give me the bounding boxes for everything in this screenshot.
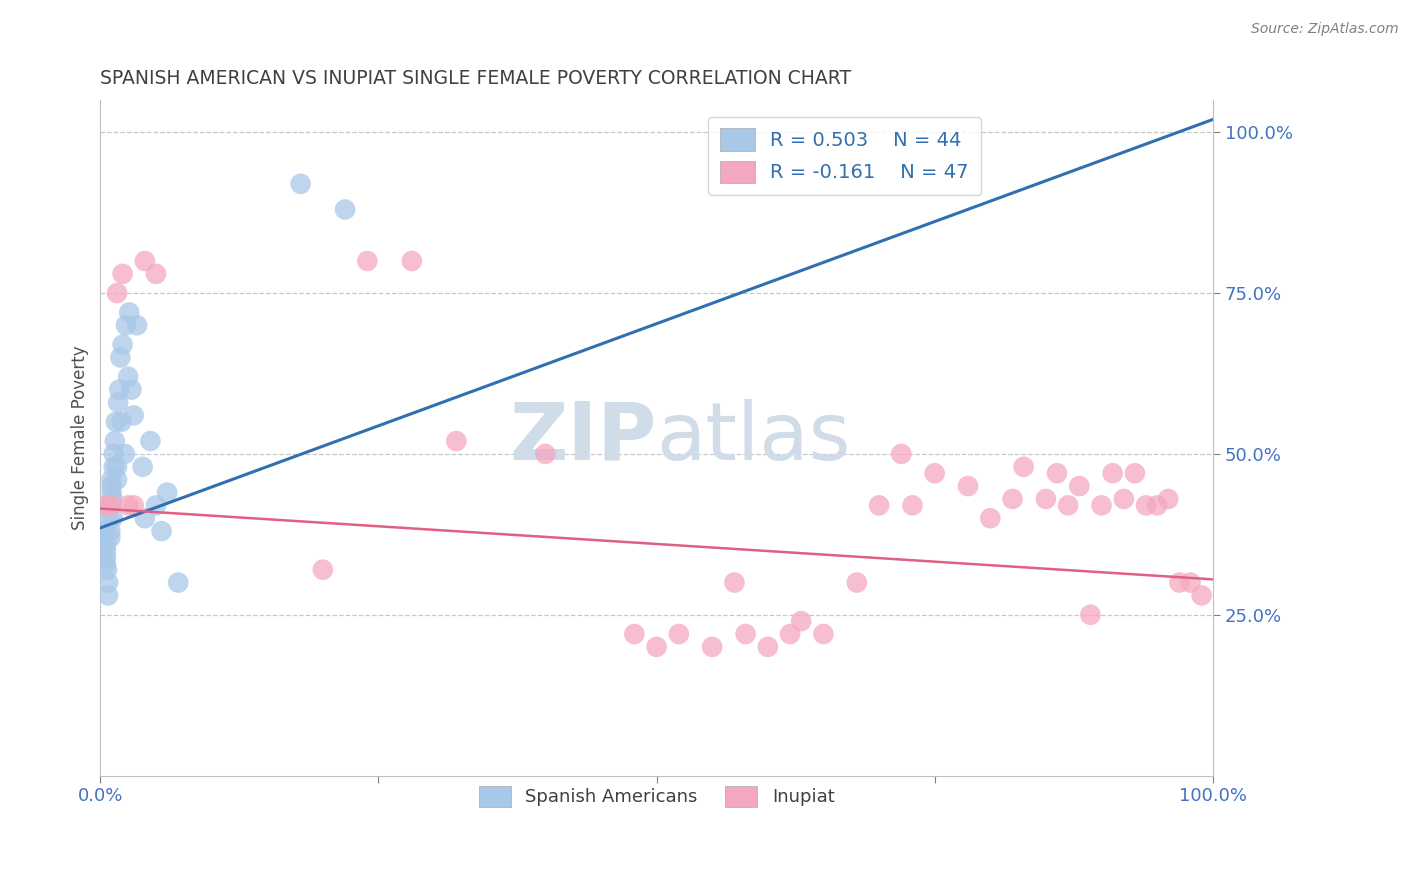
Point [1035,491,1057,506]
Point [107,395,129,409]
Point [98,499,121,513]
Point [1112,491,1135,506]
Point [668,627,690,641]
Point [104,415,127,429]
Point [101,511,124,525]
Point [131,459,153,474]
Text: Source: ZipAtlas.com: Source: ZipAtlas.com [1251,22,1399,37]
Point [98,511,121,525]
Text: SPANISH AMERICAN VS INUPIAT SINGLE FEMALE POVERTY CORRELATION CHART: SPANISH AMERICAN VS INUPIAT SINGLE FEMAL… [100,69,852,87]
Y-axis label: Single Female Poverty: Single Female Poverty [72,345,89,530]
Point [122,409,145,423]
Point [114,447,136,461]
Point [290,177,312,191]
Point [446,434,468,448]
Point [94,499,117,513]
Point [845,575,868,590]
Point [94,543,117,558]
Point [108,383,131,397]
Point [868,499,890,513]
Point [756,640,779,654]
Point [117,369,139,384]
Point [117,499,139,513]
Point [100,485,122,500]
Point [111,337,134,351]
Point [1123,467,1146,481]
Point [1101,467,1123,481]
Point [1157,491,1180,506]
Point [100,473,122,487]
Point [779,627,801,641]
Point [93,524,115,538]
Point [979,511,1001,525]
Point [111,267,134,281]
Point [890,447,912,461]
Point [97,589,120,603]
Point [1168,575,1191,590]
Point [1057,499,1080,513]
Point [813,627,835,641]
Point [105,459,128,474]
Point [110,415,132,429]
Point [1090,499,1112,513]
Point [94,549,117,564]
Point [1012,459,1035,474]
Legend: Spanish Americans, Inupiat: Spanish Americans, Inupiat [471,779,842,814]
Point [96,563,118,577]
Point [118,305,141,319]
Point [1135,499,1157,513]
Point [103,447,125,461]
Point [957,479,980,493]
Point [104,434,127,448]
Point [121,383,143,397]
Point [790,614,813,628]
Point [167,575,190,590]
Point [1001,491,1024,506]
Point [734,627,756,641]
Point [98,524,121,538]
Point [122,499,145,513]
Point [156,485,179,500]
Point [101,491,124,506]
Point [134,511,156,525]
Point [150,524,173,538]
Point [139,434,162,448]
Point [145,267,167,281]
Point [901,499,924,513]
Point [312,563,335,577]
Point [1046,467,1069,481]
Point [134,254,156,268]
Text: atlas: atlas [657,399,851,477]
Text: ZIP: ZIP [509,399,657,477]
Point [924,467,946,481]
Point [623,627,645,641]
Point [100,499,122,513]
Point [98,531,121,545]
Point [125,318,148,333]
Point [702,640,724,654]
Point [94,537,117,551]
Point [110,351,132,365]
Point [1180,575,1202,590]
Point [534,447,557,461]
Point [1191,589,1213,603]
Point [100,479,122,493]
Point [94,556,117,570]
Point [145,499,167,513]
Point [1069,479,1091,493]
Point [356,254,378,268]
Point [97,575,120,590]
Point [105,473,128,487]
Point [115,318,138,333]
Point [105,286,128,301]
Point [723,575,745,590]
Point [1146,499,1168,513]
Point [645,640,668,654]
Point [103,459,125,474]
Point [333,202,356,217]
Point [401,254,423,268]
Point [1080,607,1102,622]
